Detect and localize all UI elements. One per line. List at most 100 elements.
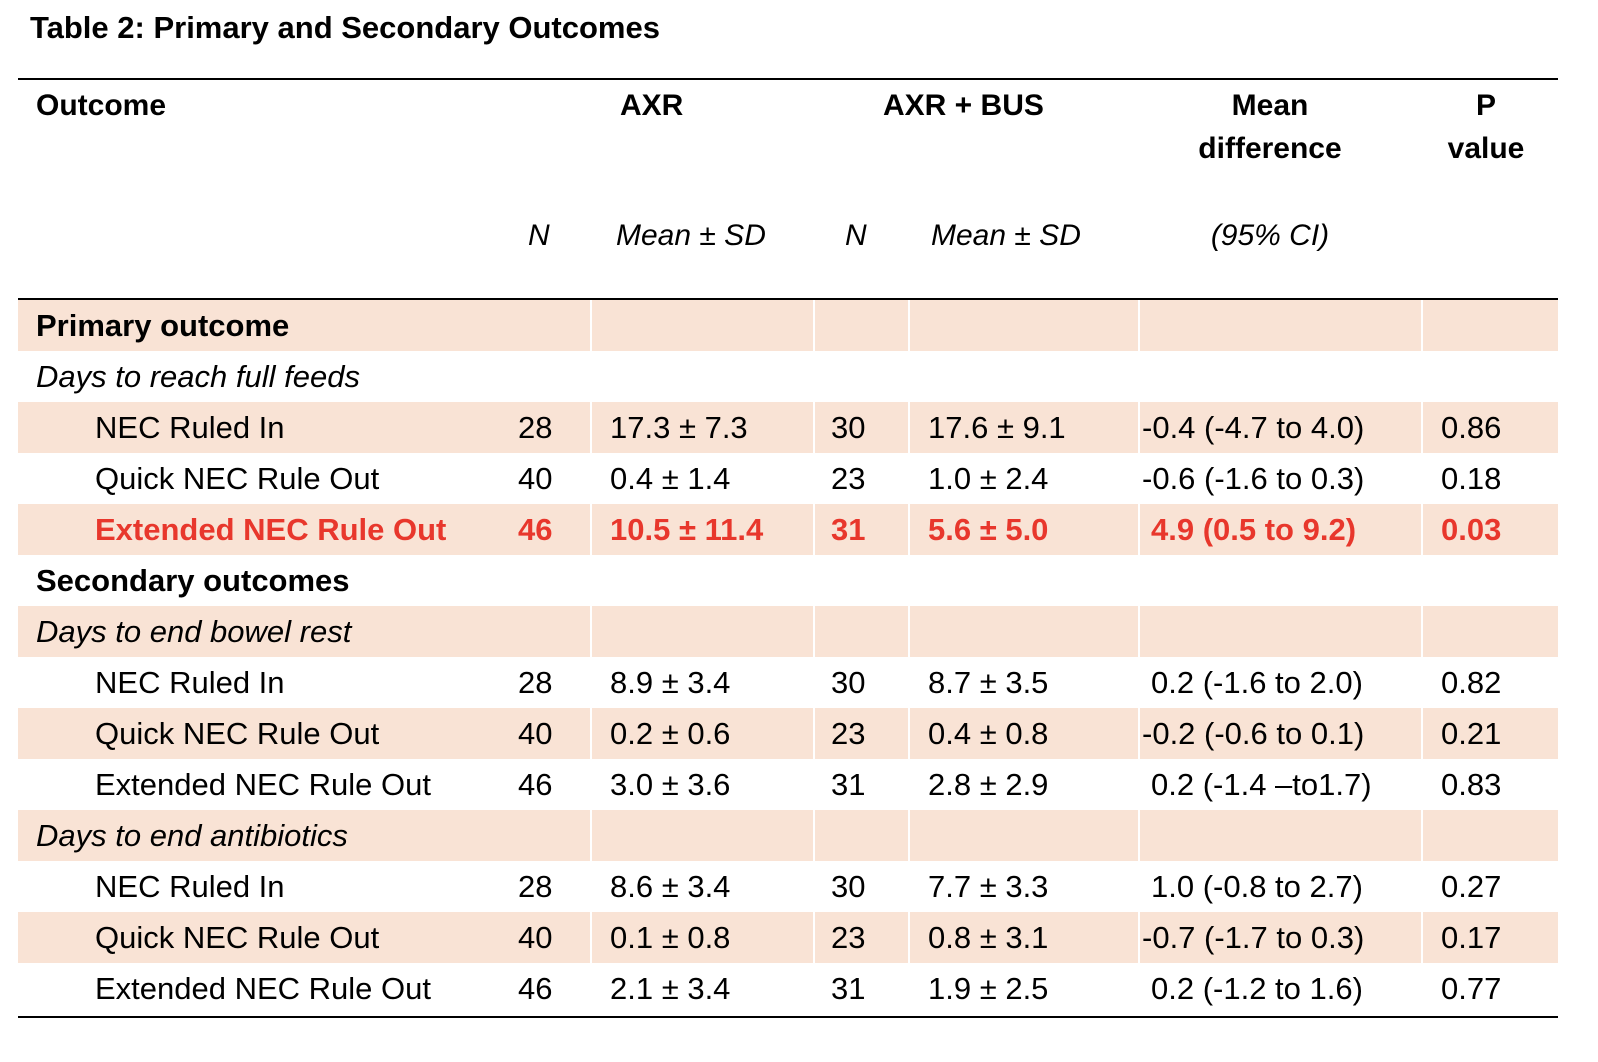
cell-mean-difference: 0.2 (-1.6 to 2.0) <box>1151 665 1363 700</box>
subsection-label: Days to end bowel rest <box>36 614 352 649</box>
section-label: Secondary outcomes <box>36 563 350 598</box>
cell-mean-sd-axr-bus: 17.6 ± 9.1 <box>928 410 1066 445</box>
table-header: Outcome AXR AXR + BUS Mean difference P … <box>18 80 1558 298</box>
header-p-value-line1: P <box>1475 89 1496 122</box>
cell-mean-sd-axr-bus: 0.4 ± 0.8 <box>928 716 1049 751</box>
row-label: Quick NEC Rule Out <box>95 920 380 955</box>
header-outcome: Outcome <box>36 89 167 122</box>
cell-p-value: 0.17 <box>1441 920 1502 955</box>
cell-mean-sd-axr-bus: 8.7 ± 3.5 <box>928 665 1049 700</box>
row-label: Extended NEC Rule Out <box>95 767 432 802</box>
cell-n-axr: 40 <box>518 920 553 955</box>
cell-mean-difference: 1.0 (-0.8 to 2.7) <box>1151 869 1363 904</box>
cell-p-value: 0.86 <box>1441 410 1502 445</box>
row-label: Extended NEC Rule Out <box>95 512 447 547</box>
cell-n-axr-bus: 31 <box>831 971 866 1006</box>
cell-mean-sd-axr: 0.2 ± 0.6 <box>610 716 731 751</box>
header-axr: AXR <box>620 89 684 122</box>
cell-n-axr: 40 <box>518 461 553 496</box>
cell-mean-difference: -0.4 (-4.7 to 4.0) <box>1142 410 1365 445</box>
cell-mean-sd-axr: 3.0 ± 3.6 <box>610 767 731 802</box>
table-row: NEC Ruled In 28 8.6 ± 3.4 30 7.7 ± 3.3 1… <box>18 861 1558 912</box>
cell-mean-sd-axr: 10.5 ± 11.4 <box>610 512 764 547</box>
cell-n-axr: 28 <box>518 410 553 445</box>
cell-p-value: 0.77 <box>1441 971 1502 1006</box>
cell-mean-sd-axr-bus: 1.0 ± 2.4 <box>928 461 1049 496</box>
section-row-secondary: Secondary outcomes <box>18 555 1558 606</box>
table-row: Extended NEC Rule Out 46 3.0 ± 3.6 31 2.… <box>18 759 1558 810</box>
cell-mean-sd-axr: 0.1 ± 0.8 <box>610 920 731 955</box>
cell-n-axr: 46 <box>518 767 553 802</box>
cell-n-axr: 28 <box>518 665 553 700</box>
section-label: Primary outcome <box>36 308 290 343</box>
row-label: Quick NEC Rule Out <box>95 461 380 496</box>
cell-n-axr-bus: 30 <box>831 410 866 445</box>
outcomes-table: Outcome AXR AXR + BUS Mean difference P … <box>18 78 1558 1018</box>
header-p-value-line2: value <box>1447 132 1525 165</box>
cell-mean-difference: -0.7 (-1.7 to 0.3) <box>1142 920 1365 955</box>
cell-mean-sd-axr-bus: 2.8 ± 2.9 <box>928 767 1049 802</box>
cell-p-value: 0.18 <box>1441 461 1502 496</box>
table-row: Quick NEC Rule Out 40 0.2 ± 0.6 23 0.4 ±… <box>18 708 1558 759</box>
cell-mean-sd-axr-bus: 1.9 ± 2.5 <box>928 971 1049 1006</box>
cell-n-axr: 40 <box>518 716 553 751</box>
header-n-axr-bus: N <box>845 219 867 252</box>
header-n-axr: N <box>528 219 550 252</box>
subsection-label: Days to end antibiotics <box>36 818 348 853</box>
table-top-rule <box>18 78 1558 80</box>
cell-mean-difference: 4.9 (0.5 to 9.2) <box>1151 512 1357 547</box>
cell-n-axr: 46 <box>518 971 553 1006</box>
cell-mean-sd-axr: 8.6 ± 3.4 <box>610 869 731 904</box>
table-title: Table 2: Primary and Secondary Outcomes <box>30 10 660 45</box>
section-row-primary: Primary outcome <box>18 300 1558 351</box>
cell-mean-sd-axr-bus: 0.8 ± 3.1 <box>928 920 1049 955</box>
subsection-row-bowel-rest: Days to end bowel rest <box>18 606 1558 657</box>
cell-n-axr-bus: 23 <box>831 461 866 496</box>
cell-mean-sd-axr-bus: 7.7 ± 3.3 <box>928 869 1049 904</box>
header-mean-sd-axr-bus: Mean ± SD <box>931 219 1081 252</box>
cell-p-value: 0.21 <box>1441 716 1502 751</box>
header-axr-bus: AXR + BUS <box>883 89 1044 122</box>
table-row: NEC Ruled In 28 17.3 ± 7.3 30 17.6 ± 9.1… <box>18 402 1558 453</box>
header-mean-difference-line1: Mean <box>1231 89 1309 122</box>
row-label: Extended NEC Rule Out <box>95 971 432 1006</box>
header-ci: (95% CI) <box>1210 219 1330 252</box>
cell-n-axr: 46 <box>518 512 553 547</box>
cell-mean-sd-axr: 8.9 ± 3.4 <box>610 665 731 700</box>
row-label: Quick NEC Rule Out <box>95 716 380 751</box>
row-label: NEC Ruled In <box>95 410 285 445</box>
table-header-rule <box>18 298 1558 300</box>
cell-n-axr-bus: 30 <box>831 869 866 904</box>
cell-p-value: 0.03 <box>1441 512 1502 547</box>
subsection-row-antibiotics: Days to end antibiotics <box>18 810 1558 861</box>
table-row: Quick NEC Rule Out 40 0.1 ± 0.8 23 0.8 ±… <box>18 912 1558 963</box>
cell-n-axr: 28 <box>518 869 553 904</box>
cell-n-axr-bus: 31 <box>831 767 866 802</box>
row-label: NEC Ruled In <box>95 665 285 700</box>
header-mean-difference-line2: difference <box>1198 132 1342 165</box>
subsection-label: Days to reach full feeds <box>36 359 360 394</box>
cell-mean-difference: 0.2 (-1.2 to 1.6) <box>1151 971 1363 1006</box>
table-row: Quick NEC Rule Out 40 0.4 ± 1.4 23 1.0 ±… <box>18 453 1558 504</box>
subsection-row-full-feeds: Days to reach full feeds <box>18 351 1558 402</box>
table-row-highlighted: Extended NEC Rule Out 46 10.5 ± 11.4 31 … <box>18 504 1558 555</box>
table-bottom-rule <box>18 1016 1558 1018</box>
cell-n-axr-bus: 23 <box>831 920 866 955</box>
cell-mean-difference: -0.2 (-0.6 to 0.1) <box>1142 716 1365 751</box>
table-row: Extended NEC Rule Out 46 2.1 ± 3.4 31 1.… <box>18 963 1558 1014</box>
cell-p-value: 0.83 <box>1441 767 1502 802</box>
cell-mean-sd-axr: 0.4 ± 1.4 <box>610 461 731 496</box>
cell-n-axr-bus: 30 <box>831 665 866 700</box>
cell-mean-difference: -0.6 (-1.6 to 0.3) <box>1142 461 1365 496</box>
cell-p-value: 0.27 <box>1441 869 1502 904</box>
cell-mean-sd-axr: 17.3 ± 7.3 <box>610 410 748 445</box>
cell-mean-sd-axr-bus: 5.6 ± 5.0 <box>928 512 1049 547</box>
cell-mean-difference: 0.2 (-1.4 –to1.7) <box>1151 767 1372 802</box>
header-mean-sd-axr: Mean ± SD <box>616 219 766 252</box>
row-label: NEC Ruled In <box>95 869 285 904</box>
cell-p-value: 0.82 <box>1441 665 1502 700</box>
table-row: NEC Ruled In 28 8.9 ± 3.4 30 8.7 ± 3.5 0… <box>18 657 1558 708</box>
cell-n-axr-bus: 23 <box>831 716 866 751</box>
cell-n-axr-bus: 31 <box>831 512 866 547</box>
cell-mean-sd-axr: 2.1 ± 3.4 <box>610 971 731 1006</box>
